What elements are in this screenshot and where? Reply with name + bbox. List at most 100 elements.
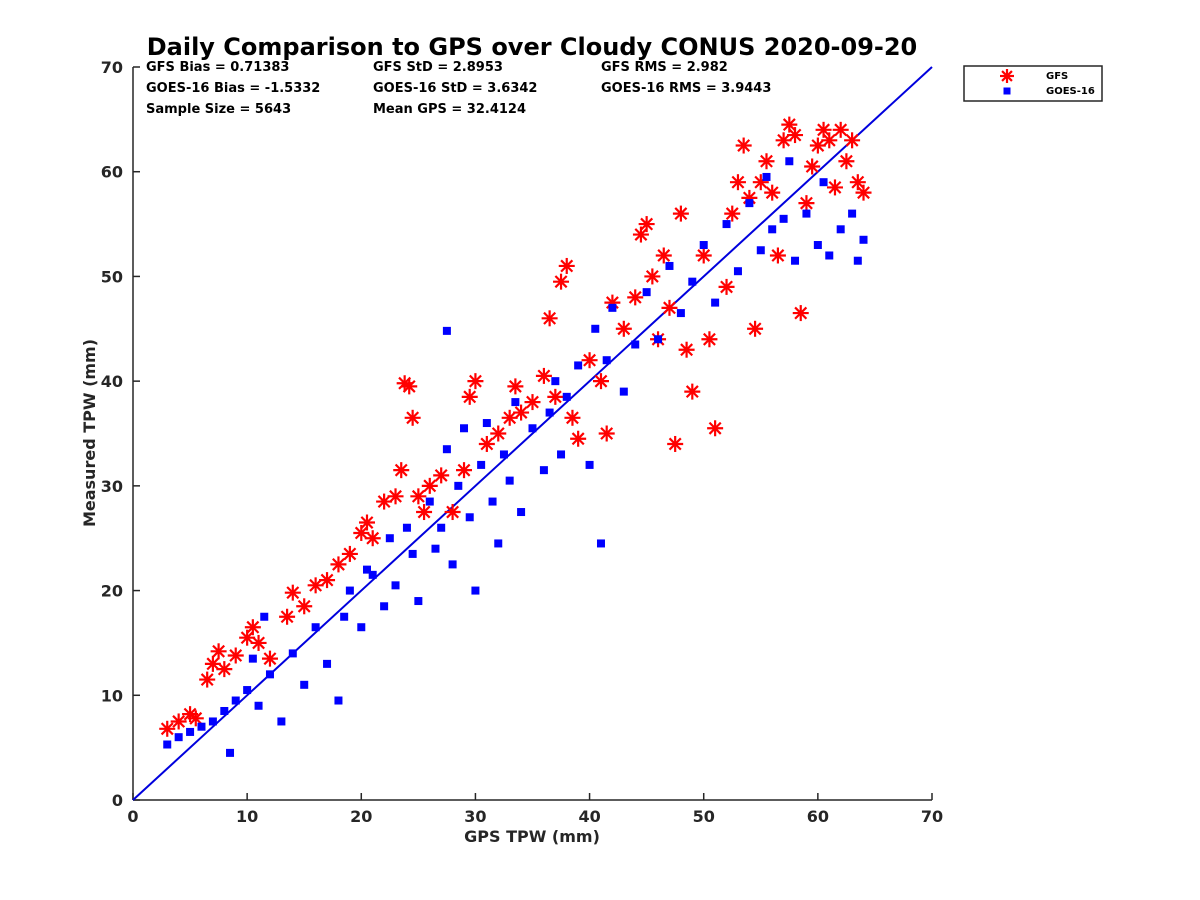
goes16-point (220, 706, 229, 715)
goes16-point (859, 235, 868, 244)
legend: GFS GOES-16 (963, 65, 1103, 102)
gfs-point (672, 205, 689, 222)
stat-goes-std: GOES-16 StD = 3.6342 (373, 81, 537, 96)
gfs-point (159, 720, 176, 737)
gfs-point (364, 530, 381, 547)
gfs-point (227, 647, 244, 664)
gfs-point (553, 273, 570, 290)
x-axis-ticks: 0 10 20 30 40 50 60 70 (127, 793, 943, 826)
goes16-point (699, 241, 708, 250)
gfs-point (524, 394, 541, 411)
gfs-point (387, 488, 404, 505)
gfs-point (701, 331, 718, 348)
goes16-point (733, 267, 742, 276)
gfs-point (341, 545, 358, 562)
gfs-point (558, 257, 575, 274)
goes16-point (505, 476, 514, 485)
goes16-point (557, 450, 566, 459)
gfs-point (513, 404, 530, 421)
gfs-point (798, 195, 815, 212)
stat-gfs-bias: GFS Bias = 0.71383 (146, 60, 289, 75)
goes16-point (499, 450, 508, 459)
goes16-point (762, 172, 771, 181)
gfs-point (279, 608, 296, 625)
goes16-point (517, 508, 526, 517)
gfs-point (695, 247, 712, 264)
goes16-point (448, 560, 457, 569)
goes16-point (260, 612, 269, 621)
gfs-point (401, 378, 418, 395)
stat-goes-rms: GOES-16 RMS = 3.9443 (601, 81, 771, 96)
goes16-point (208, 717, 217, 726)
gfs-point (678, 341, 695, 358)
goes16-point (477, 460, 486, 469)
gfs-point (319, 572, 336, 589)
gfs-point (210, 643, 227, 660)
gfs-point (404, 409, 421, 426)
goes16-point (848, 209, 857, 218)
goes16-point (465, 513, 474, 522)
stat-gfs-std: GFS StD = 2.8953 (373, 60, 503, 75)
goes16-point (357, 623, 366, 632)
goes16-point (551, 377, 560, 386)
goes16-point (288, 649, 297, 658)
goes16-point (711, 298, 720, 307)
goes16-point (665, 261, 674, 270)
goes16-point (619, 387, 628, 396)
gfs-point (307, 577, 324, 594)
goes16-point (756, 246, 765, 255)
goes16-point (836, 225, 845, 234)
y-tick-label: 70 (101, 58, 123, 77)
y-tick-label: 10 (101, 686, 123, 705)
goes16-point (539, 466, 548, 475)
goes16-point (323, 659, 332, 668)
goes16-point (608, 303, 617, 312)
stat-sample-size: Sample Size = 5643 (146, 102, 291, 117)
goes16-point (494, 539, 503, 548)
goes16-point (676, 309, 685, 318)
statistics-annotation: GFS Bias = 0.71383 GFS StD = 2.8953 GFS … (146, 60, 771, 117)
gfs-point (393, 462, 410, 479)
goes16-point (345, 586, 354, 595)
gfs-point (775, 132, 792, 149)
gfs-point (261, 650, 278, 667)
gfs-point (644, 268, 661, 285)
goes16-point (596, 539, 605, 548)
gfs-point (615, 320, 632, 337)
gfs-point (735, 137, 752, 154)
gfs-point (478, 435, 495, 452)
goes16-point (391, 581, 400, 590)
gfs-point (433, 467, 450, 484)
goes16-point (300, 680, 309, 689)
gfs-point (684, 383, 701, 400)
goes16-point (745, 199, 754, 208)
x-axis-label: GPS TPW (mm) (464, 827, 600, 846)
gfs-point (724, 205, 741, 222)
gfs-point (461, 388, 478, 405)
goes16-point (340, 612, 349, 621)
reference-line-layer (132, 66, 933, 801)
goes16-series (163, 157, 868, 757)
gfs-point (421, 477, 438, 494)
gfs-point (781, 116, 798, 133)
gfs-point (747, 320, 764, 337)
gfs-point (804, 158, 821, 175)
goes16-point (226, 748, 235, 757)
y-tick-label: 40 (101, 372, 123, 391)
goes16-point (722, 220, 731, 229)
gfs-point (809, 137, 826, 154)
goes16-point (545, 408, 554, 417)
goes16-point (442, 445, 451, 454)
goes16-point (779, 214, 788, 223)
legend-goes16-square (1003, 87, 1011, 95)
legend-gfs-asterisk (1000, 69, 1014, 83)
gfs-point (838, 153, 855, 170)
goes16-point (265, 670, 274, 679)
goes16-point (425, 497, 434, 506)
goes16-point (853, 256, 862, 265)
gfs-series (159, 116, 872, 737)
goes16-point (574, 361, 583, 370)
gfs-point (592, 373, 609, 390)
goes16-point (591, 324, 600, 333)
goes16-point (791, 256, 800, 265)
